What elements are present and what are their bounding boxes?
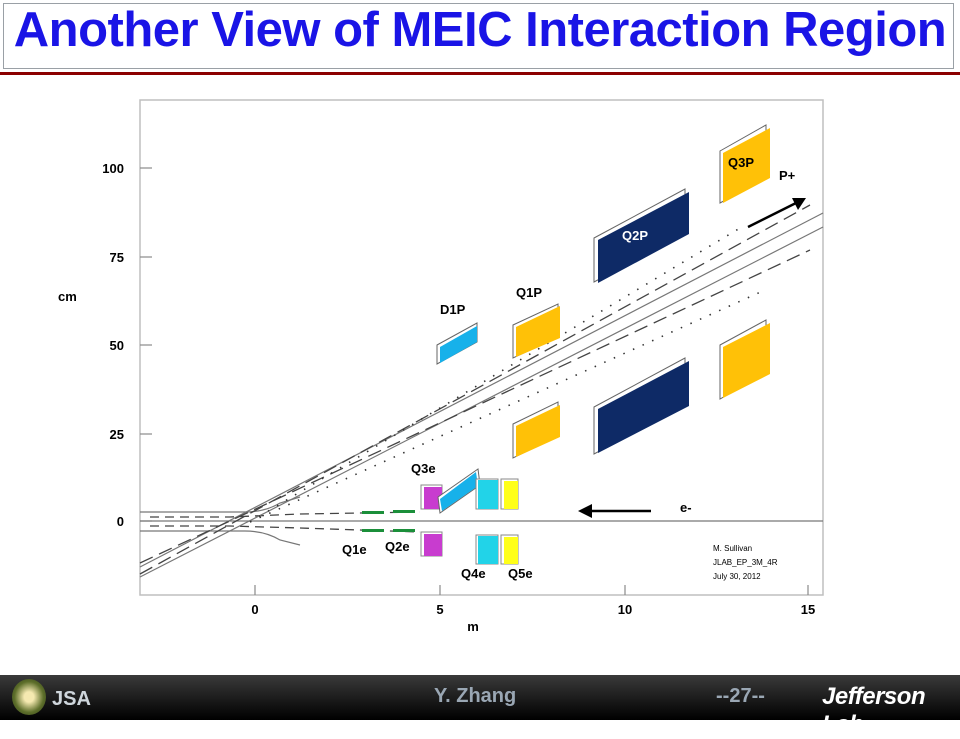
x-axis-label: m [467,619,479,634]
q3e-label: Q3e [411,461,436,476]
q5e-magnet [500,478,519,565]
x-tick-label: 15 [801,602,815,617]
proton-beam-label: P+ [779,168,796,183]
footer-author: Y. Zhang [434,685,517,707]
electron-envelope [150,511,421,533]
x-tick-label: 5 [436,602,443,617]
title-frame [3,3,954,69]
y-tick-label: 100 [102,161,124,176]
q1e-magnet [362,511,384,532]
credit-author: M. Sullivan [713,544,752,553]
footer-bar: JSA Y. Zhang --27-- Jefferson Lab [0,675,960,738]
q1e-label: Q1e [342,542,367,557]
credit-file: JLAB_EP_3M_4R [713,558,778,567]
title-divider [0,72,960,75]
q2e-label: Q2e [385,539,410,554]
credit-date: July 30, 2012 [713,572,761,581]
q3p-label: Q3P [728,155,754,170]
x-tick-label: 10 [618,602,632,617]
x-tick-label: 0 [251,602,258,617]
d1p-label: D1P [440,302,466,317]
interaction-region-figure: 100 75 50 25 0 0 5 10 15 cm m [0,80,960,670]
slide-title: Another View of MEIC Interaction Region [13,3,947,57]
y-tick-label: 50 [110,338,124,353]
q2p-magnet [593,188,689,455]
footer-page-number: --27-- [716,685,765,707]
svg-text:JSA: JSA [52,688,91,710]
q4e-magnet [475,478,499,565]
y-tick-label: 25 [110,427,124,442]
q1p-label: Q1P [516,285,542,300]
q2p-label: Q2P [622,228,648,243]
y-tick-label: 75 [110,250,124,265]
q1p-magnet [512,303,560,459]
d1p-magnet [436,322,478,365]
ir-diagram: 100 75 50 25 0 0 5 10 15 cm m [58,99,824,634]
electron-beam-label: e- [680,500,692,515]
proton-direction-arrow [747,198,806,229]
q2e-magnet [393,510,415,532]
plot-frame [139,99,824,596]
y-axis-label: cm [58,289,77,304]
q3p-magnet [719,124,770,400]
q5e-label: Q5e [508,566,533,581]
electron-direction-arrow [578,504,651,518]
doe-seal-logo [12,679,46,715]
jsa-logo: JSA [52,688,91,710]
x-tick-marks [254,585,809,595]
proton-envelope [139,204,811,575]
q4e-label: Q4e [461,566,486,581]
y-tick-label: 0 [117,514,124,529]
title-bar: Another View of MEIC Interaction Region [0,0,960,72]
q3e-magnet [420,484,443,557]
jefferson-lab-logo: Jefferson Lab [822,683,926,738]
proton-beam-lines [139,212,824,578]
